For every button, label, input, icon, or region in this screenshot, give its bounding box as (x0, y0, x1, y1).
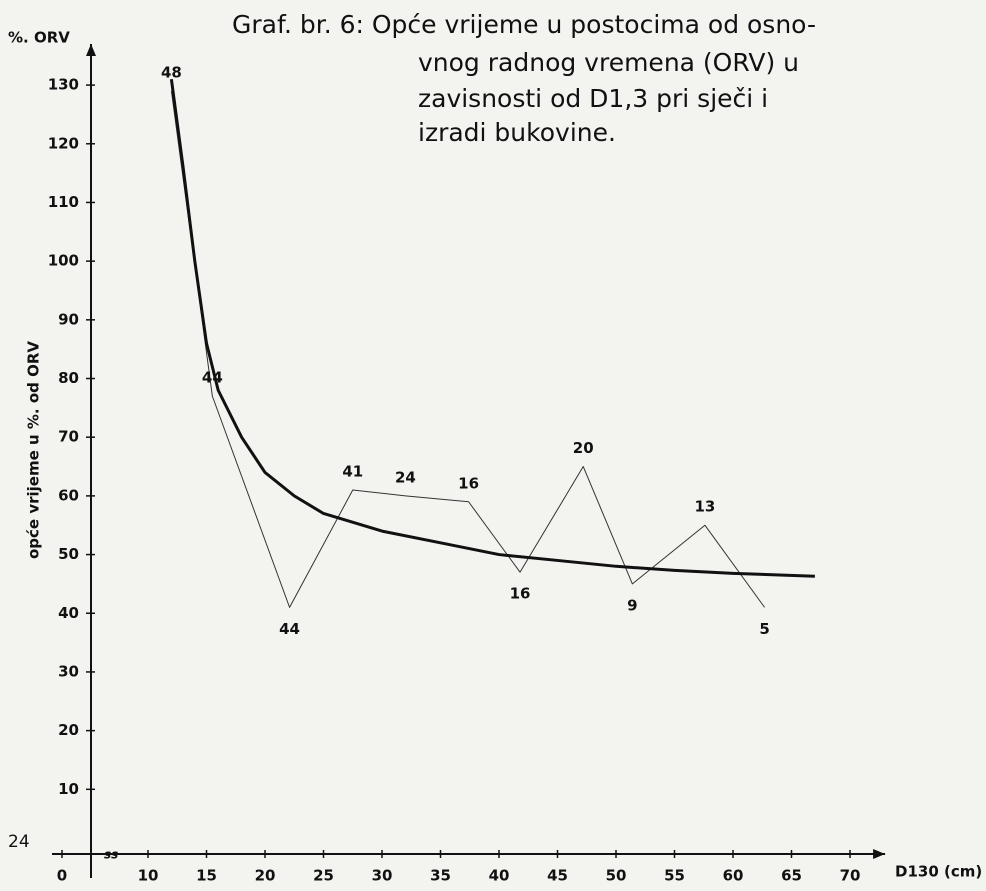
point-label: 48 (161, 63, 182, 81)
y-tick-label: 30 (58, 662, 79, 680)
point-label: 44 (279, 620, 300, 638)
x-tick-label: 40 (489, 867, 510, 885)
y-tick-label: 40 (58, 604, 79, 622)
y-tick-label: 50 (58, 545, 79, 563)
x-tick-label: 20 (255, 867, 276, 885)
x-axis-label: D130 (cm) (895, 863, 982, 881)
point-label: 13 (694, 498, 715, 516)
y-axis-label: opće vrijeme u %. od ORV (25, 341, 43, 559)
chart-title: izradi bukovine. (418, 118, 616, 147)
x-tick-label: 70 (840, 867, 861, 885)
chart-title: vnog radnog vremena (ORV) u (418, 48, 799, 77)
chart-title: Graf. br. 6: Opće vrijeme u postocima od… (232, 10, 816, 39)
chart-title: zavisnosti od D1,3 pri sječi i (418, 84, 768, 113)
x-tick-label: 35 (430, 867, 451, 885)
page-number: 24 (8, 832, 30, 852)
x-tick-label: 10 (138, 867, 159, 885)
x-tick-label: 30 (372, 867, 393, 885)
y-tick-label: 20 (58, 721, 79, 739)
point-label: 16 (458, 474, 479, 492)
y-unit: %. ORV (8, 29, 70, 47)
x-tick-label: 25 (313, 867, 334, 885)
x-tick-label: 55 (664, 867, 685, 885)
y-tick-label: 130 (48, 76, 79, 94)
x-tick-label: 60 (723, 867, 744, 885)
y-tick-label: 120 (48, 134, 79, 152)
y-tick-label: 80 (58, 369, 79, 387)
point-label: 20 (573, 439, 594, 457)
point-label: 9 (627, 596, 637, 614)
point-label: 16 (510, 585, 531, 603)
y-tick-label: 60 (58, 486, 79, 504)
y-tick-label: 10 (58, 780, 79, 798)
y-axis-arrow (86, 44, 96, 56)
series-line (170, 90, 765, 608)
x-axis-arrow (873, 849, 886, 859)
point-label: 41 (342, 463, 363, 481)
series-line (169, 79, 815, 578)
y-tick-label: 110 (48, 193, 79, 211)
x-tick-label: 45 (547, 867, 568, 885)
y-tick-label: 90 (58, 310, 79, 328)
point-label: 5 (759, 620, 769, 638)
y-tick-label: 100 (48, 252, 79, 270)
x-tick-label: 50 (606, 867, 627, 885)
y-tick-label: 70 (58, 428, 79, 446)
x-tick-label: 65 (781, 867, 802, 885)
point-label: 24 (395, 468, 416, 486)
x-tick-label: 0 (57, 867, 67, 885)
x-tick-label: 15 (196, 867, 217, 885)
